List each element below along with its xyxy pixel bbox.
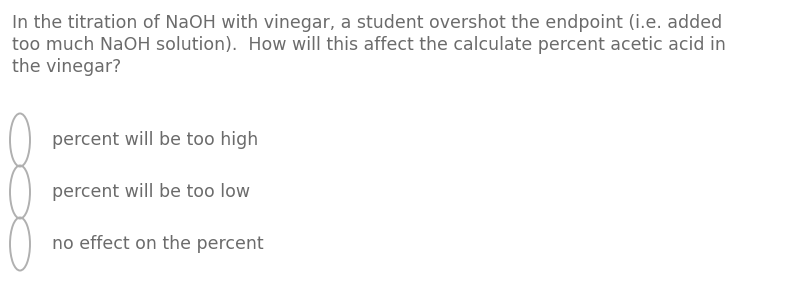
Text: too much NaOH solution).  How will this affect the calculate percent acetic acid: too much NaOH solution). How will this a…	[12, 36, 726, 54]
Text: the vinegar?: the vinegar?	[12, 58, 121, 76]
Text: no effect on the percent: no effect on the percent	[52, 235, 264, 253]
Text: percent will be too high: percent will be too high	[52, 131, 258, 149]
Text: percent will be too low: percent will be too low	[52, 183, 250, 201]
Text: In the titration of NaOH with vinegar, a student overshot the endpoint (i.e. add: In the titration of NaOH with vinegar, a…	[12, 14, 723, 32]
